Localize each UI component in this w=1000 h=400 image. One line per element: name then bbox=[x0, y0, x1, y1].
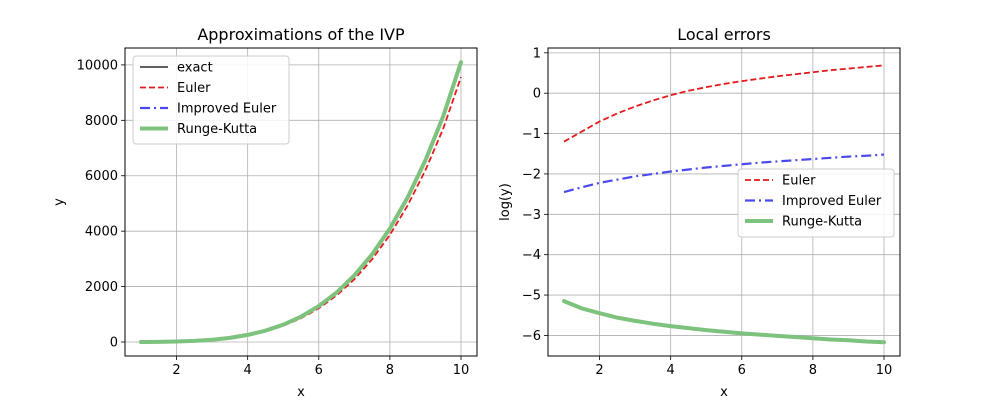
legend-label: Euler bbox=[177, 81, 211, 96]
legend-label: Euler bbox=[782, 174, 816, 189]
x-tick-label: 10 bbox=[453, 363, 470, 378]
legend-box bbox=[132, 55, 290, 145]
y-tick-label: 0 bbox=[110, 336, 118, 351]
x-tick-label: 8 bbox=[386, 363, 394, 378]
chart-title: Approximations of the IVP bbox=[197, 25, 405, 44]
y-axis-label: log(y) bbox=[498, 183, 513, 221]
y-tick-label: 10000 bbox=[77, 58, 118, 73]
y-tick-label: −1 bbox=[522, 127, 541, 142]
legend: Euler Improved Euler Runge-Kutta bbox=[737, 168, 895, 238]
x-tick-label: 2 bbox=[595, 363, 603, 378]
y-tick-label: 0 bbox=[533, 87, 541, 102]
y-tick-label: 6000 bbox=[85, 169, 118, 184]
plot-frame bbox=[547, 47, 901, 357]
x-tick-label: 6 bbox=[738, 363, 746, 378]
x-tick-label: 6 bbox=[315, 363, 323, 378]
y-tick-label: 2000 bbox=[85, 280, 118, 295]
legend-label: Improved Euler bbox=[782, 194, 882, 209]
plot-frame bbox=[124, 47, 478, 357]
y-tick-label: 1 bbox=[533, 46, 541, 61]
series-line-runge-kutta bbox=[139, 60, 463, 344]
y-axis-label: y bbox=[52, 198, 67, 206]
legend: exact Euler Improved Euler Runge-Kutta bbox=[132, 55, 290, 145]
approximations-panel: 2 4 6 8 10 0 2000 4000 6000 8000 10000 Approximati… bbox=[52, 25, 478, 400]
x-axis-label: x bbox=[297, 385, 305, 400]
legend-label: Runge-Kutta bbox=[782, 215, 862, 230]
legend-label: Improved Euler bbox=[177, 102, 277, 117]
x-tick-label: 4 bbox=[667, 363, 675, 378]
chart-title: Local errors bbox=[677, 25, 771, 44]
series-line-improved-euler bbox=[563, 153, 885, 194]
y-tick-label: −2 bbox=[522, 167, 541, 182]
x-tick-label: 4 bbox=[244, 363, 252, 378]
x-tick-label: 8 bbox=[809, 363, 817, 378]
y-tick-label: −4 bbox=[522, 248, 541, 263]
y-tick-label: −6 bbox=[522, 329, 541, 344]
x-tick-label: 2 bbox=[172, 363, 180, 378]
series-line-euler bbox=[563, 64, 885, 143]
y-tick-label: −3 bbox=[522, 208, 541, 223]
y-tick-label: 4000 bbox=[85, 225, 118, 240]
x-axis-label: x bbox=[720, 385, 728, 400]
legend-box bbox=[737, 168, 895, 238]
series-line-runge-kutta bbox=[562, 299, 886, 345]
legend-label: exact bbox=[177, 61, 213, 76]
y-tick-label: −5 bbox=[522, 289, 541, 304]
legend-label: Runge-Kutta bbox=[177, 122, 257, 137]
y-tick-label: 8000 bbox=[85, 114, 118, 129]
x-tick-label: 10 bbox=[876, 363, 893, 378]
